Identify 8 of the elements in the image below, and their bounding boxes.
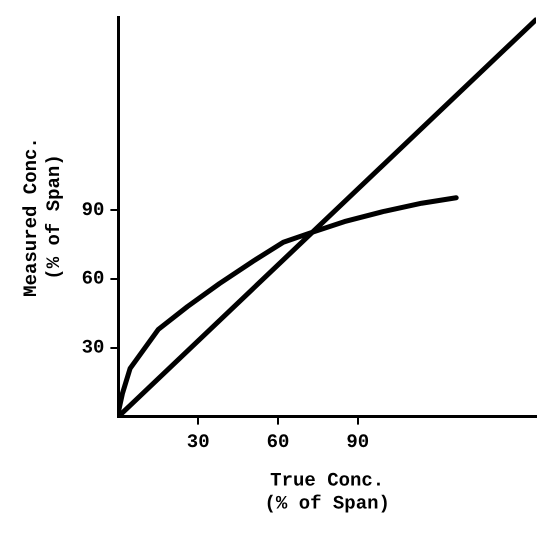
y-axis-title: Measured Conc. (% of Span) <box>20 137 65 297</box>
y-tick-label: 30 <box>82 336 104 359</box>
x-axis-title: True Conc. (% of Span) <box>264 470 390 514</box>
x-tick-label: 90 <box>346 430 370 453</box>
y-tick-label: 90 <box>82 198 104 221</box>
x-tick-label: 60 <box>266 430 290 453</box>
x-tick-label: 30 <box>186 430 210 453</box>
y-tick-label: 60 <box>82 268 104 290</box>
